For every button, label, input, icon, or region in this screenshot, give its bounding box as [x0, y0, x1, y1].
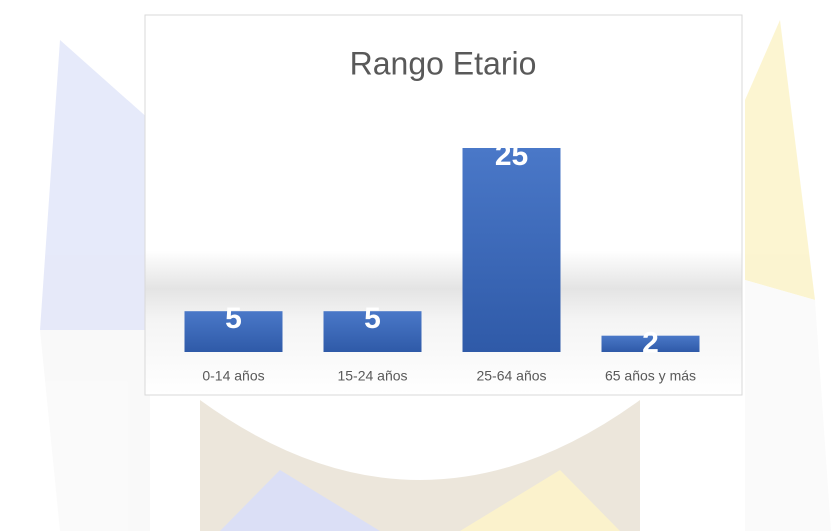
- bar: [462, 148, 561, 352]
- data-label: 5: [225, 302, 242, 335]
- bar: [323, 311, 422, 352]
- chart-title: Rango Etario: [350, 45, 537, 81]
- x-tick-label: 15-24 años: [337, 368, 407, 384]
- background: [40, 20, 831, 531]
- bar: [601, 335, 700, 352]
- x-tick-label: 65 años y más: [605, 368, 696, 384]
- data-label: 5: [364, 302, 381, 335]
- bar: [184, 311, 283, 352]
- x-tick-label: 25-64 años: [476, 368, 546, 384]
- data-label: 2: [642, 327, 659, 360]
- data-label: 25: [495, 139, 528, 172]
- plot-area: 5 0-14 años 5 15-24 años 25 25-64 años 2 65 año…: [184, 139, 700, 384]
- x-tick-label: 0-14 años: [202, 368, 264, 384]
